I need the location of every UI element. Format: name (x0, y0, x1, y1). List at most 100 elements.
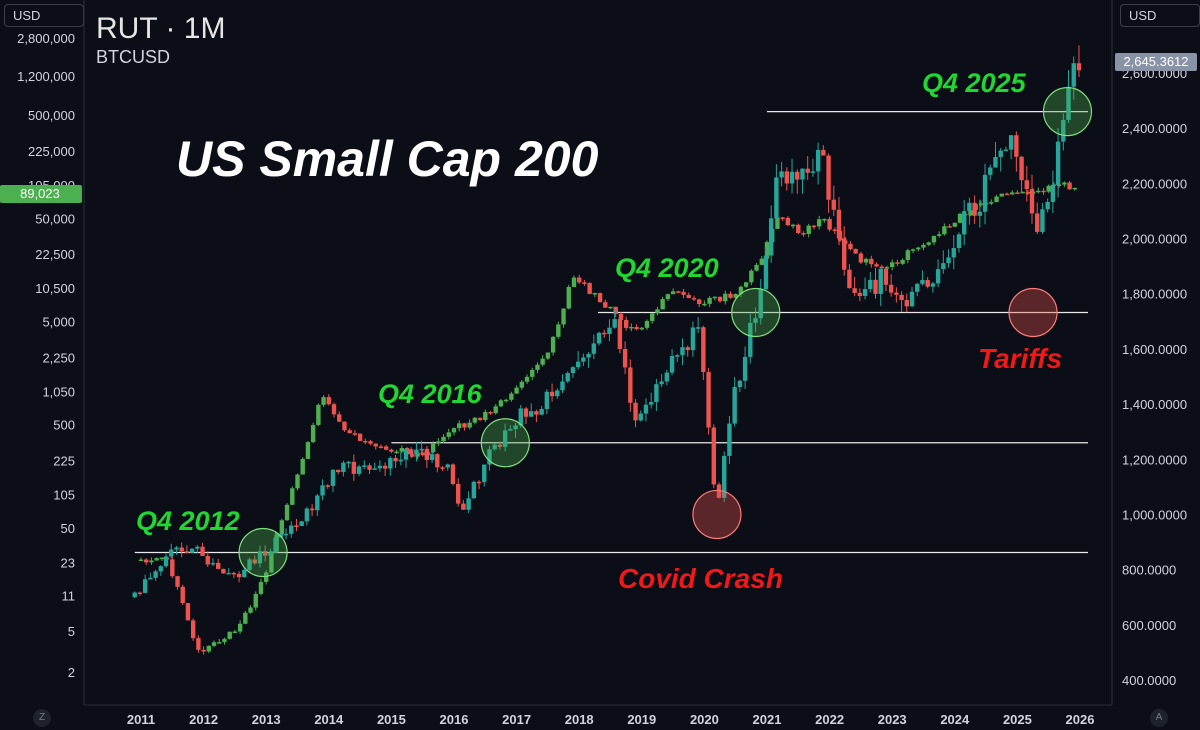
rut-candle (403, 449, 409, 460)
btc-candle (206, 645, 212, 652)
rut-candle (346, 461, 351, 464)
btc-candle (759, 258, 764, 265)
btc-candle (592, 293, 598, 295)
btc-candle (331, 404, 337, 415)
btc-candle (916, 247, 921, 250)
btc-candle (373, 443, 378, 447)
btc-candle (900, 259, 905, 264)
breakout-circle (1042, 87, 1093, 137)
rut-candle (414, 449, 419, 455)
rut-candle (529, 411, 534, 417)
right-tick-label: 2,200.0000 (1122, 176, 1187, 191)
right-tick-label: 2,000.0000 (1122, 232, 1187, 247)
rut-candle (961, 211, 967, 235)
left-tick-label: 10,500 (35, 281, 75, 296)
zoom-button[interactable]: Z (33, 709, 51, 727)
right-tick-label: 1,200.0000 (1122, 452, 1187, 467)
btc-candle (269, 551, 274, 573)
btc-candle (243, 612, 248, 624)
rut-candle (476, 481, 482, 484)
btc-candle (884, 267, 890, 269)
rut-candle (664, 372, 670, 382)
horizontal-levels (134, 111, 1088, 554)
btc-candle (816, 219, 822, 227)
rut-candle (304, 508, 310, 522)
rut-candle (1035, 213, 1040, 232)
btc-candle (863, 258, 869, 263)
btc-candle (337, 414, 342, 422)
btc-candle (357, 433, 363, 441)
rut-candle (894, 292, 899, 295)
btc-candle (472, 417, 478, 423)
rut-price-label-bg (1115, 53, 1197, 71)
rut-candle (252, 559, 257, 564)
rut-candle (450, 464, 456, 484)
btc-series (138, 181, 1077, 655)
rut-candle (341, 462, 346, 473)
btc-candle (305, 442, 311, 459)
btc-candle (498, 400, 504, 407)
rut-candle (742, 356, 748, 381)
rut-candle (946, 257, 951, 264)
btc-candle (577, 277, 582, 283)
rut-candle (471, 481, 477, 499)
btc-candle (284, 504, 290, 521)
btc-candle (780, 217, 785, 219)
btc-candle (310, 425, 316, 443)
rut-candle (560, 381, 565, 391)
btc-candle (874, 264, 879, 267)
btc-candle (467, 422, 472, 428)
rut-candle (1076, 63, 1082, 71)
right-currency-selector[interactable]: USD (1120, 4, 1200, 27)
rut-candle (487, 449, 492, 465)
rut-candle (440, 467, 445, 469)
rut-candle (575, 361, 581, 368)
rut-candle (555, 390, 560, 397)
btc-candle (446, 432, 451, 437)
btc-candle (383, 446, 389, 450)
auto-scale-button[interactable]: A (1150, 709, 1168, 727)
rut-candle (299, 521, 304, 526)
left-currency-selector[interactable]: USD (4, 4, 84, 27)
rut-candle (581, 357, 586, 362)
rut-price-label: 2,645.3612 (1123, 54, 1188, 69)
rut-candle (429, 454, 435, 461)
btc-candle (430, 443, 436, 453)
x-tick-label: 2022 (815, 712, 844, 727)
rut-candle (596, 332, 602, 344)
btc-candle (994, 196, 999, 203)
rut-candle (1071, 63, 1076, 87)
x-tick-label: 2015 (377, 712, 406, 727)
btc-candle (1009, 192, 1015, 195)
btc-candle (691, 298, 697, 300)
btc-candle (702, 303, 707, 306)
btc-candle (571, 277, 577, 287)
right-tick-label: 1,400.0000 (1122, 397, 1187, 412)
x-tick-label: 2025 (1003, 712, 1032, 727)
left-tick-label: 5,000 (42, 314, 75, 329)
rut-candle (638, 413, 643, 421)
btc-candle (728, 293, 733, 298)
rut-candle (951, 248, 956, 258)
rut-candle (701, 327, 706, 373)
rut-candle (930, 283, 936, 287)
right-tick-label: 1,000.0000 (1122, 507, 1187, 522)
rut-candle (753, 318, 758, 323)
btc-price-label: 89,023 (20, 186, 60, 201)
x-tick-label: 2020 (690, 712, 719, 727)
right-tick-label: 1,600.0000 (1122, 342, 1187, 357)
rut-candle (758, 289, 763, 319)
btc-price-label-bg (0, 185, 82, 203)
btc-candle (910, 249, 916, 251)
btc-candle (524, 376, 530, 382)
rut-candle (768, 218, 774, 256)
btc-candle (321, 397, 326, 405)
rut-candle (1008, 135, 1014, 150)
btc-candle (519, 381, 525, 388)
rut-candle (842, 238, 847, 270)
annotation-circles (238, 87, 1093, 578)
rut-candle (602, 332, 607, 335)
btc-candle (258, 581, 264, 594)
rut-candle (622, 348, 628, 368)
